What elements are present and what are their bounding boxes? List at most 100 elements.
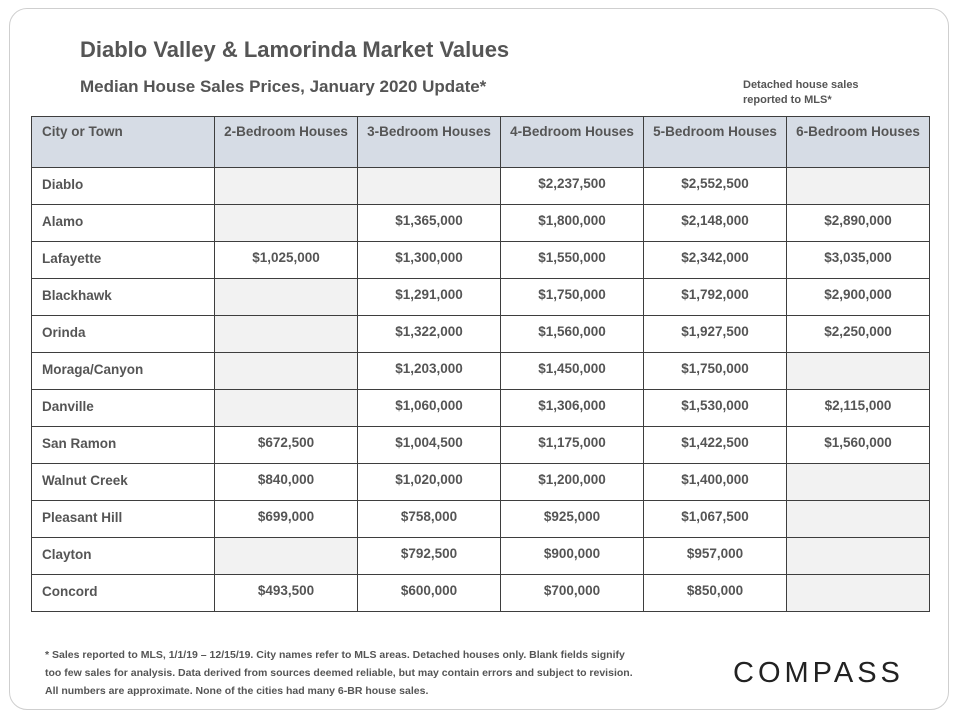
column-header: 3-Bedroom Houses xyxy=(357,116,501,168)
price-cell: $1,550,000 xyxy=(500,241,644,279)
price-cell: $1,530,000 xyxy=(643,389,787,427)
price-cell: $600,000 xyxy=(357,574,501,612)
page-subtitle: Median House Sales Prices, January 2020 … xyxy=(80,77,487,96)
blank-cell xyxy=(214,167,358,205)
city-name: Lafayette xyxy=(31,241,215,279)
price-cell: $1,200,000 xyxy=(500,463,644,501)
table-row: Danville $1,060,000 $1,306,000 $1,530,000 $2… xyxy=(31,389,930,427)
price-cell: $700,000 xyxy=(500,574,644,612)
table-row: Concord $493,500 $600,000 $700,000 $850,000 xyxy=(31,574,930,612)
city-name: Moraga/Canyon xyxy=(31,352,215,390)
table-row: Pleasant Hill $699,000 $758,000 $925,000 $1,… xyxy=(31,500,930,538)
city-name: Clayton xyxy=(31,537,215,575)
column-header: 6-Bedroom Houses xyxy=(786,116,930,168)
blank-cell xyxy=(214,278,358,316)
price-cell: $1,060,000 xyxy=(357,389,501,427)
blank-cell xyxy=(786,500,930,538)
city-name: Diablo xyxy=(31,167,215,205)
price-cell: $1,750,000 xyxy=(643,352,787,390)
price-cell: $1,927,500 xyxy=(643,315,787,353)
price-cell: $699,000 xyxy=(214,500,358,538)
city-name: Concord xyxy=(31,574,215,612)
blank-cell xyxy=(214,537,358,575)
column-header: City or Town xyxy=(31,116,215,168)
price-cell: $1,300,000 xyxy=(357,241,501,279)
blank-cell xyxy=(786,574,930,612)
price-cell: $1,175,000 xyxy=(500,426,644,464)
price-cell: $758,000 xyxy=(357,500,501,538)
city-name: Blackhawk xyxy=(31,278,215,316)
price-cell: $672,500 xyxy=(214,426,358,464)
city-name: Orinda xyxy=(31,315,215,353)
price-cell: $1,560,000 xyxy=(500,315,644,353)
footnote-line: All numbers are approximate. None of the… xyxy=(45,685,429,697)
blank-cell xyxy=(786,463,930,501)
price-cell: $1,020,000 xyxy=(357,463,501,501)
price-cell: $1,792,000 xyxy=(643,278,787,316)
city-name: Pleasant Hill xyxy=(31,500,215,538)
price-cell: $840,000 xyxy=(214,463,358,501)
blank-cell xyxy=(214,204,358,242)
price-cell: $2,342,000 xyxy=(643,241,787,279)
table-row: Moraga/Canyon $1,203,000 $1,450,000 $1,750,… xyxy=(31,352,930,390)
blank-cell xyxy=(214,389,358,427)
table-row: Clayton $792,500 $900,000 $957,000 xyxy=(31,537,930,575)
city-name: Alamo xyxy=(31,204,215,242)
blank-cell xyxy=(786,167,930,205)
table-row: Walnut Creek $840,000 $1,020,000 $1,200,000… xyxy=(31,463,930,501)
price-cell: $2,552,500 xyxy=(643,167,787,205)
footnote: * Sales reported to MLS, 1/1/19 – 12/15/… xyxy=(45,646,725,700)
price-cell: $1,800,000 xyxy=(500,204,644,242)
column-header: 2-Bedroom Houses xyxy=(214,116,358,168)
slide-frame xyxy=(9,8,949,710)
price-cell: $2,250,000 xyxy=(786,315,930,353)
price-cell: $900,000 xyxy=(500,537,644,575)
price-cell: $1,025,000 xyxy=(214,241,358,279)
price-cell: $1,750,000 xyxy=(500,278,644,316)
column-header: 5-Bedroom Houses xyxy=(643,116,787,168)
table-row: Orinda $1,322,000 $1,560,000 $1,927,500 $2,2… xyxy=(31,315,930,353)
footnote-line: * Sales reported to MLS, 1/1/19 – 12/15/… xyxy=(45,649,625,661)
price-cell: $2,115,000 xyxy=(786,389,930,427)
blank-cell xyxy=(786,352,930,390)
table-row: Diablo $2,237,500 $2,552,500 xyxy=(31,167,930,205)
price-cell: $1,291,000 xyxy=(357,278,501,316)
city-name: Danville xyxy=(31,389,215,427)
table-header-row: City or Town 2-Bedroom Houses 3-Bedroom … xyxy=(31,116,930,168)
blank-cell xyxy=(214,352,358,390)
blank-cell xyxy=(214,315,358,353)
price-cell: $2,900,000 xyxy=(786,278,930,316)
price-cell: $2,237,500 xyxy=(500,167,644,205)
price-cell: $1,004,500 xyxy=(357,426,501,464)
price-cell: $1,422,500 xyxy=(643,426,787,464)
footnote-line: too few sales for analysis. Data derived… xyxy=(45,667,633,679)
prices-table: City or Town 2-Bedroom Houses 3-Bedroom … xyxy=(31,116,930,612)
price-cell: $957,000 xyxy=(643,537,787,575)
price-cell: $1,203,000 xyxy=(357,352,501,390)
price-cell: $493,500 xyxy=(214,574,358,612)
table-row: Blackhawk $1,291,000 $1,750,000 $1,792,000 $… xyxy=(31,278,930,316)
page-title: Diablo Valley & Lamorinda Market Values xyxy=(80,37,510,62)
price-cell: $1,306,000 xyxy=(500,389,644,427)
price-cell: $3,035,000 xyxy=(786,241,930,279)
blank-cell xyxy=(786,537,930,575)
price-cell: $850,000 xyxy=(643,574,787,612)
side-note: Detached house sales reported to MLS* xyxy=(743,79,859,106)
compass-logo: COMPASS xyxy=(733,657,904,689)
table-body: Diablo $2,237,500 $2,552,500 Alamo $1,365,00… xyxy=(31,167,930,612)
price-cell: $1,067,500 xyxy=(643,500,787,538)
price-cell: $2,890,000 xyxy=(786,204,930,242)
price-cell: $792,500 xyxy=(357,537,501,575)
blank-cell xyxy=(357,167,501,205)
city-name: Walnut Creek xyxy=(31,463,215,501)
table-row: Lafayette $1,025,000 $1,300,000 $1,550,000 $… xyxy=(31,241,930,279)
table-row: Alamo $1,365,000 $1,800,000 $2,148,000 $2,89… xyxy=(31,204,930,242)
price-cell: $1,365,000 xyxy=(357,204,501,242)
price-cell: $1,322,000 xyxy=(357,315,501,353)
price-cell: $1,400,000 xyxy=(643,463,787,501)
price-cell: $1,560,000 xyxy=(786,426,930,464)
city-name: San Ramon xyxy=(31,426,215,464)
column-header: 4-Bedroom Houses xyxy=(500,116,644,168)
price-cell: $2,148,000 xyxy=(643,204,787,242)
price-cell: $925,000 xyxy=(500,500,644,538)
